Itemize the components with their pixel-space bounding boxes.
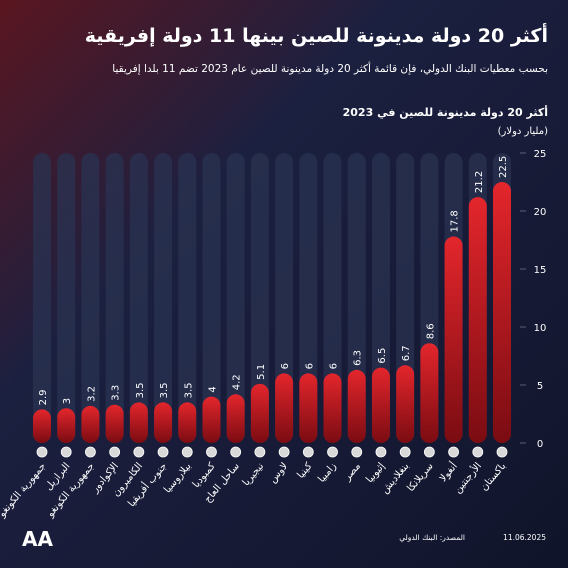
bar (347, 369, 366, 443)
y-tick-label: 15 (534, 265, 547, 276)
flag-icon (278, 446, 290, 458)
y-axis-label: (مليار دولار) (498, 126, 548, 137)
y-tick-label: 5 (537, 381, 543, 392)
bar (396, 365, 415, 443)
bar-track (33, 153, 51, 443)
flag-icon (448, 446, 459, 458)
value-label: 6 (329, 363, 340, 369)
value-label: 3.2 (86, 386, 97, 402)
bar-track (299, 153, 318, 443)
bar (444, 236, 463, 443)
flag-icon (109, 446, 121, 458)
y-tick-label: 0 (537, 439, 543, 450)
bar-track (57, 153, 76, 443)
bar (202, 396, 221, 443)
bar (468, 197, 487, 443)
title: أكثر 20 دولة مدينونة للصين بينها 11 دولة… (85, 23, 548, 47)
flag-icon (133, 446, 145, 458)
bar-track (154, 153, 173, 443)
bar (493, 182, 511, 443)
value-label: 6.5 (377, 348, 388, 364)
value-label: 8.6 (425, 323, 436, 339)
y-tick-label: 20 (534, 207, 547, 218)
bar-track (178, 153, 197, 443)
flag-icon (351, 446, 363, 458)
value-label: 6.7 (401, 345, 412, 361)
bar (299, 373, 318, 443)
value-label: 6.3 (353, 350, 364, 366)
bar (226, 394, 245, 443)
bar (105, 404, 124, 443)
value-label: 6 (280, 363, 291, 369)
chart-title: أكثر 20 دولة مدينونة للصين في 2023 (343, 105, 548, 119)
bar (250, 383, 269, 443)
flag-icon (496, 446, 508, 458)
flag-icon (157, 446, 169, 458)
flag-icon (302, 446, 314, 458)
flag-icon (375, 446, 387, 458)
bar-track (226, 153, 245, 443)
value-label: 3.5 (135, 382, 146, 398)
bar (33, 409, 51, 443)
value-label: 3.5 (159, 382, 170, 398)
flag-icon (472, 446, 484, 458)
bar (420, 343, 439, 443)
subtitle: بحسب معطيات البنك الدولي، فإن قائمة أكثر… (112, 61, 548, 75)
value-label: 17.8 (450, 210, 461, 232)
bar-track (275, 153, 294, 443)
value-label: 4 (207, 386, 218, 392)
flag-icon (181, 446, 193, 458)
source: المصدر: البنك الدولي (399, 533, 465, 542)
bar-track (323, 153, 342, 443)
flag-icon (254, 446, 266, 458)
bar-track (81, 153, 100, 443)
value-label: 2.9 (38, 389, 49, 405)
bar (371, 367, 390, 443)
y-tick-label: 10 (534, 323, 547, 334)
flag-icon (327, 446, 338, 458)
value-label: 21.2 (474, 171, 485, 193)
value-label: 6 (304, 363, 315, 369)
bar (57, 408, 76, 443)
flag-icon (206, 446, 217, 458)
flag-icon (36, 446, 48, 458)
value-label: 4.2 (232, 374, 243, 390)
flag-icon (85, 446, 96, 458)
bar (81, 405, 100, 443)
bar-track (250, 153, 269, 443)
flag-icon (230, 446, 242, 458)
bar (129, 402, 148, 443)
bar-track (105, 153, 124, 443)
flag-icon (423, 446, 435, 458)
value-label: 5.1 (256, 364, 267, 380)
value-label: 3.3 (111, 385, 122, 401)
bar-track (202, 153, 221, 443)
bar (154, 402, 173, 443)
bar (275, 373, 294, 443)
value-label: 22.5 (498, 156, 509, 178)
date: 11.06.2025 (503, 533, 546, 542)
bar-track (347, 153, 366, 443)
value-label: 3 (62, 398, 73, 404)
flag-icon (399, 446, 411, 458)
value-label: 3.5 (183, 382, 194, 398)
logo: AA (22, 527, 53, 551)
bar-track (129, 153, 148, 443)
bar (323, 373, 342, 443)
y-tick-label: 25 (534, 149, 547, 160)
bar (178, 402, 197, 443)
flag-icon (60, 446, 72, 458)
